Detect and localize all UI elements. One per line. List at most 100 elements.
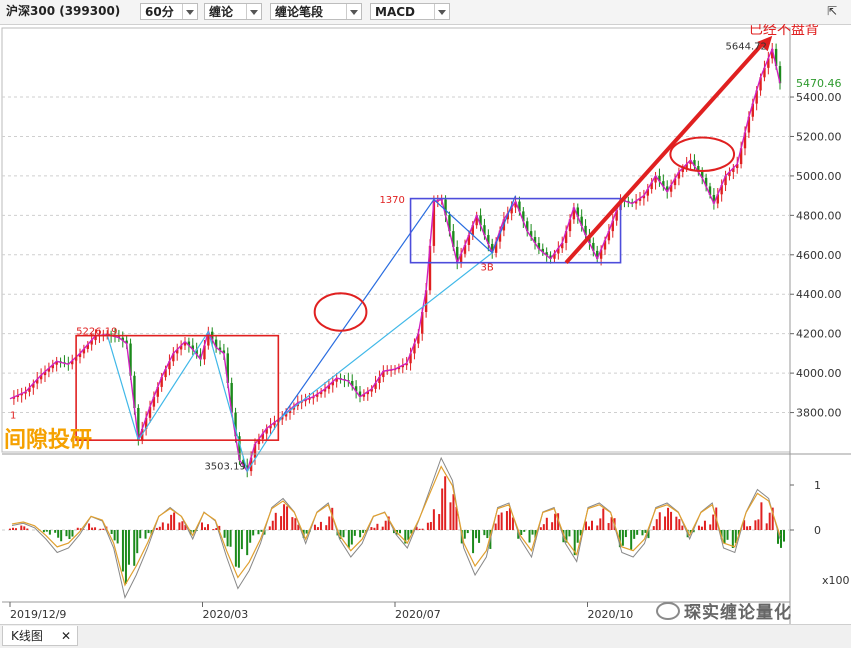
candle-body [763, 67, 766, 78]
macd-bar [528, 530, 531, 543]
candle-body [712, 194, 716, 204]
candle-body [148, 406, 152, 418]
macd-bar [116, 530, 119, 544]
candle-body [677, 171, 681, 179]
candle-body [20, 393, 23, 396]
candle-body [646, 189, 649, 196]
macd-bar [313, 524, 316, 530]
chevron-down-icon[interactable] [246, 4, 261, 19]
macd-scale-label: x100 [822, 574, 850, 587]
macd-bar [167, 523, 170, 530]
candle-body [257, 438, 261, 445]
candle-body [432, 201, 436, 246]
candle-body [467, 235, 471, 245]
macd-bar [726, 530, 729, 540]
macd-bar [280, 516, 283, 530]
candle-body [662, 181, 665, 187]
candle-body [685, 164, 688, 169]
macd-bar [57, 530, 60, 538]
candle-body [514, 201, 517, 208]
macd-bar [113, 530, 116, 541]
candle-body [545, 252, 548, 256]
macd-bar [573, 530, 576, 556]
macd-bar [624, 530, 627, 538]
macd-bar [246, 530, 249, 556]
macd-bar [757, 519, 760, 530]
macd-bar [387, 516, 390, 530]
macd-bar [283, 504, 286, 530]
candle-body [498, 230, 502, 242]
macd-bar [331, 507, 334, 530]
macd-bar [517, 530, 520, 539]
macd-bar [565, 530, 568, 543]
chart-annotation: 3B [481, 263, 494, 274]
macd-bar [588, 526, 590, 530]
candle-body [576, 207, 579, 217]
tab-kline[interactable]: K线图 ✕ [2, 626, 78, 646]
candle-body [572, 207, 576, 220]
macd-bar [723, 530, 726, 544]
period-select[interactable]: 60分 [140, 3, 198, 20]
candle-body [362, 394, 366, 397]
macd-bar [455, 506, 458, 530]
candle-body [611, 220, 614, 232]
mode-select[interactable]: 缠论 [204, 3, 262, 20]
candle-body [759, 77, 762, 91]
macd-bar [178, 522, 181, 530]
macd-bar [768, 512, 771, 530]
candle-body [728, 171, 731, 176]
y-tick-label: 5400.00 [796, 91, 842, 104]
candle-body [409, 353, 412, 364]
chevron-down-icon[interactable] [182, 4, 197, 19]
candle-body [160, 377, 163, 387]
macd-bar [294, 518, 297, 530]
macd-bar [223, 530, 226, 538]
candle-body [179, 345, 183, 350]
candle-body [218, 347, 222, 351]
macd-bar [568, 530, 571, 537]
macd-bar [201, 522, 203, 530]
y-tick-label: 5200.00 [796, 130, 842, 143]
candle-body [471, 225, 474, 236]
watermark-text: 琛实缠论量化 [684, 603, 792, 623]
macd-bar [370, 527, 373, 530]
candle-body [720, 185, 723, 195]
candle-body [417, 333, 420, 344]
candle-body [681, 168, 684, 172]
macd-bar [421, 528, 424, 530]
candle-body [526, 221, 529, 232]
macd-bar [500, 512, 503, 530]
candle-body [86, 344, 89, 349]
macd-bar [260, 530, 263, 532]
close-icon[interactable]: ✕ [60, 629, 71, 643]
candle-body [716, 194, 719, 204]
indicator-select[interactable]: MACD [370, 3, 450, 20]
macd-bar [155, 527, 158, 530]
expand-icon[interactable]: ⇱ [826, 4, 837, 18]
candle-body [736, 164, 739, 169]
macd-bar [139, 530, 142, 539]
macd-bar [328, 516, 331, 530]
candle-body [739, 148, 743, 165]
candle-body [55, 361, 58, 365]
submode-select[interactable]: 缠论笔段 [270, 3, 362, 20]
macd-bar [667, 507, 670, 530]
macd-bar [641, 530, 644, 536]
chevron-down-icon[interactable] [346, 4, 361, 19]
candle-body [246, 465, 249, 472]
macd-bar [633, 530, 636, 539]
macd-bar [234, 530, 237, 567]
macd-bar [539, 527, 542, 530]
candle-body [743, 132, 747, 149]
macd-tick-label: 0 [814, 524, 821, 537]
tab-label: K线图 [11, 629, 43, 643]
segment-line [281, 252, 493, 417]
macd-bar [432, 509, 435, 530]
chevron-down-icon[interactable] [434, 4, 449, 19]
indicator-label: MACD [375, 5, 415, 19]
candle-body [596, 250, 599, 259]
candle-body [319, 391, 323, 395]
y-tick-label: 4800.00 [796, 209, 842, 222]
candle-body [755, 90, 758, 104]
segment-line [281, 195, 517, 417]
